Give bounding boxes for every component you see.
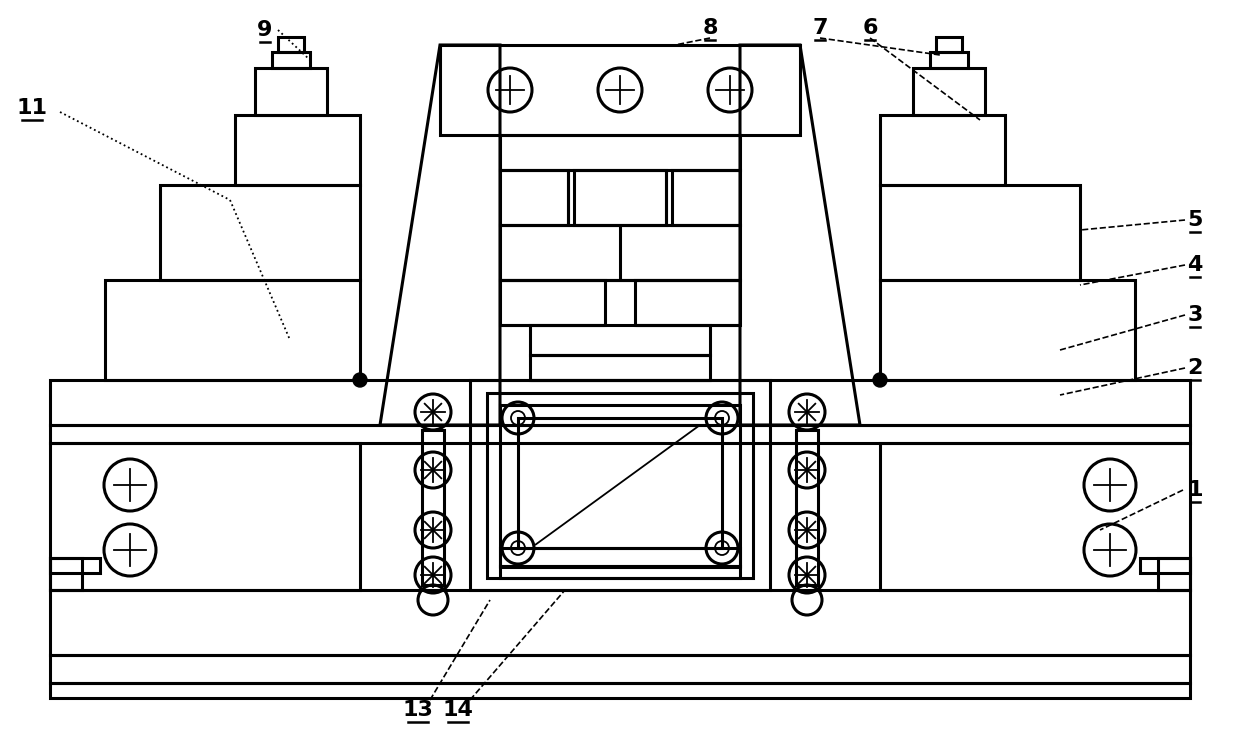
Bar xyxy=(500,225,740,280)
Bar xyxy=(500,280,605,325)
Bar xyxy=(50,655,1190,683)
Bar xyxy=(880,185,1080,280)
Bar xyxy=(422,430,444,585)
Bar xyxy=(672,170,740,225)
Bar xyxy=(500,170,568,225)
Bar xyxy=(487,393,753,578)
Bar xyxy=(272,52,310,68)
Bar xyxy=(160,185,360,280)
Bar xyxy=(1140,558,1190,573)
Bar xyxy=(930,52,968,68)
Bar xyxy=(880,115,1004,185)
Circle shape xyxy=(353,373,367,387)
Bar xyxy=(50,443,360,590)
Bar xyxy=(278,37,304,52)
Bar xyxy=(1158,558,1190,590)
Bar xyxy=(796,430,818,585)
Bar xyxy=(500,405,740,567)
Bar xyxy=(50,380,1190,425)
Bar xyxy=(529,355,711,380)
Text: 14: 14 xyxy=(443,700,474,720)
Bar xyxy=(236,115,360,185)
Bar xyxy=(518,418,722,548)
Bar xyxy=(50,558,100,573)
Text: 4: 4 xyxy=(1188,255,1203,275)
Text: 8: 8 xyxy=(702,18,718,38)
Text: 2: 2 xyxy=(1188,358,1203,378)
Bar xyxy=(936,37,962,52)
Bar xyxy=(500,135,740,170)
Bar xyxy=(529,325,711,355)
Bar xyxy=(880,443,1190,590)
Bar xyxy=(440,45,800,135)
Bar xyxy=(574,170,666,225)
Bar xyxy=(50,683,1190,698)
Bar xyxy=(913,68,985,115)
Text: 13: 13 xyxy=(403,700,434,720)
Bar xyxy=(50,425,1190,443)
Circle shape xyxy=(873,373,887,387)
Bar xyxy=(470,380,770,590)
Bar xyxy=(50,590,1190,655)
Text: 3: 3 xyxy=(1188,305,1203,325)
Text: 7: 7 xyxy=(812,18,828,38)
Text: 5: 5 xyxy=(1188,210,1203,230)
Text: 9: 9 xyxy=(258,20,273,40)
Text: 11: 11 xyxy=(16,98,47,118)
Bar xyxy=(880,280,1135,380)
Bar xyxy=(50,558,82,590)
Bar xyxy=(500,548,740,566)
Bar xyxy=(635,280,740,325)
Text: 6: 6 xyxy=(862,18,878,38)
Bar xyxy=(500,566,740,578)
Bar xyxy=(105,280,360,380)
Text: 1: 1 xyxy=(1187,480,1203,500)
Bar xyxy=(255,68,327,115)
